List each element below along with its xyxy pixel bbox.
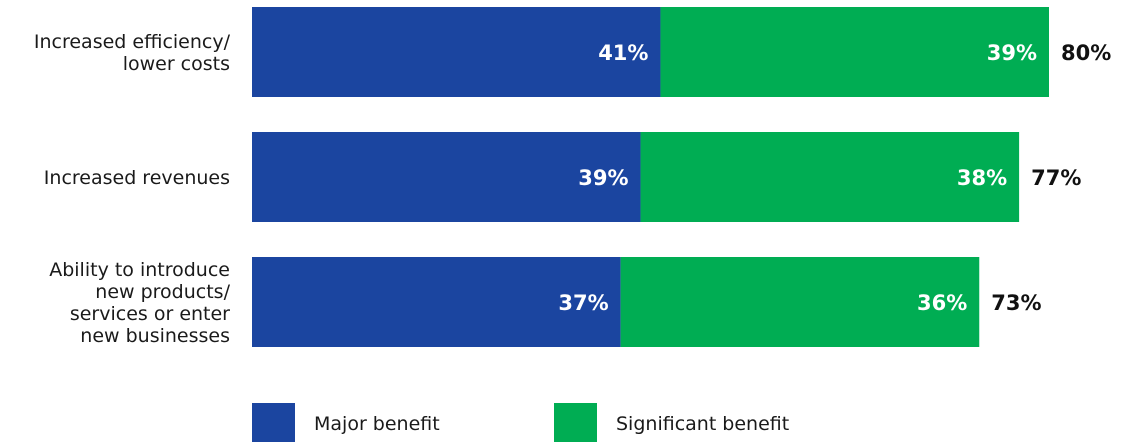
- legend-swatch-major-benefit: [252, 403, 295, 442]
- category-label: Ability to introduce new products/service…: [49, 259, 230, 347]
- category-label-line: services or enter: [70, 303, 230, 325]
- bar-segment-major-benefit: [252, 257, 621, 347]
- bar-segment-significant-benefit: [660, 7, 1049, 97]
- category-label-line: Increased revenues: [44, 167, 230, 189]
- labels-layer: Increased efficiency/lower costs 41% 39% 80…: [34, 31, 1111, 347]
- legend-swatch-significant-benefit: [554, 403, 597, 442]
- category-label-line: Ability to introduce: [49, 259, 230, 281]
- legend-label-major-benefit: Major benefit: [314, 413, 440, 435]
- data-label-major-benefit: 41%: [598, 41, 648, 65]
- data-label-significant-benefit: 39%: [987, 41, 1037, 65]
- bar-segment-significant-benefit: [620, 257, 980, 347]
- bar-segment-major-benefit: [252, 7, 661, 97]
- data-label-significant-benefit: 38%: [957, 166, 1007, 190]
- data-label-major-benefit: 37%: [558, 291, 608, 315]
- category-label-line: Increased efficiency/: [34, 31, 231, 53]
- total-label: 77%: [1031, 166, 1081, 190]
- data-label-significant-benefit: 36%: [917, 291, 967, 315]
- category-label-line: new products/: [95, 281, 230, 303]
- bar-segment-major-benefit: [252, 132, 641, 222]
- bar-segment-significant-benefit: [640, 132, 1020, 222]
- data-label-major-benefit: 39%: [578, 166, 628, 190]
- total-label: 73%: [991, 291, 1041, 315]
- category-label: Increased efficiency/lower costs: [34, 31, 231, 75]
- legend-label-significant-benefit: Significant benefit: [616, 413, 789, 435]
- legend: Major benefit Significant benefit: [252, 403, 789, 442]
- category-label: Increased revenues: [44, 167, 230, 189]
- category-label-line: lower costs: [123, 53, 230, 75]
- bars-layer: [252, 7, 1049, 347]
- total-label: 80%: [1061, 41, 1111, 65]
- category-label-line: new businesses: [80, 325, 230, 347]
